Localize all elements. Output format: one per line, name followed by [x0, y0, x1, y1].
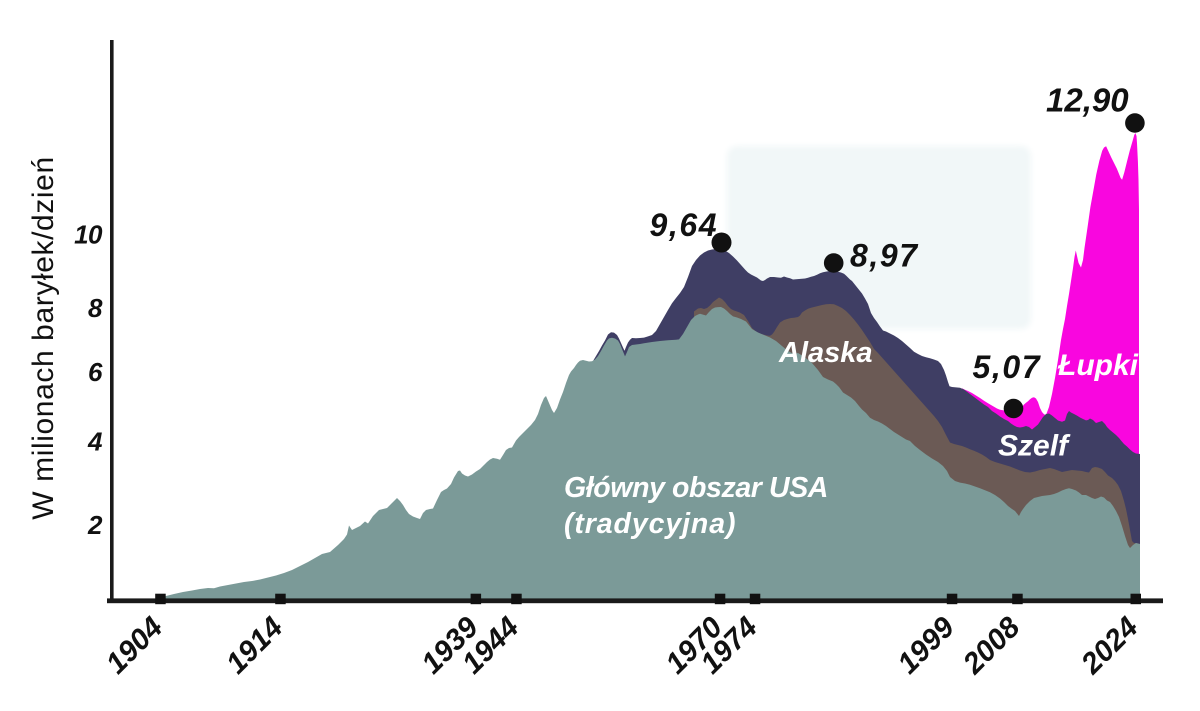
- svg-text:10: 10: [74, 220, 103, 250]
- svg-text:4: 4: [87, 426, 103, 456]
- svg-text:5,07: 5,07: [973, 349, 1042, 385]
- svg-text:2: 2: [87, 510, 103, 540]
- svg-text:12,90: 12,90: [1046, 82, 1129, 119]
- svg-text:Główny obszar USA: Główny obszar USA: [564, 472, 828, 504]
- svg-text:8: 8: [88, 293, 103, 323]
- svg-text:W milionach baryłek/dzień: W milionach baryłek/dzień: [27, 156, 60, 519]
- svg-text:Szelf: Szelf: [998, 430, 1071, 463]
- svg-text:8,97: 8,97: [850, 238, 919, 274]
- svg-text:(tradycyjna): (tradycyjna): [564, 508, 736, 540]
- svg-text:Alaska: Alaska: [778, 337, 873, 369]
- svg-text:9,64: 9,64: [650, 207, 719, 243]
- svg-text:Łupki: Łupki: [1057, 349, 1139, 382]
- svg-text:6: 6: [88, 357, 103, 387]
